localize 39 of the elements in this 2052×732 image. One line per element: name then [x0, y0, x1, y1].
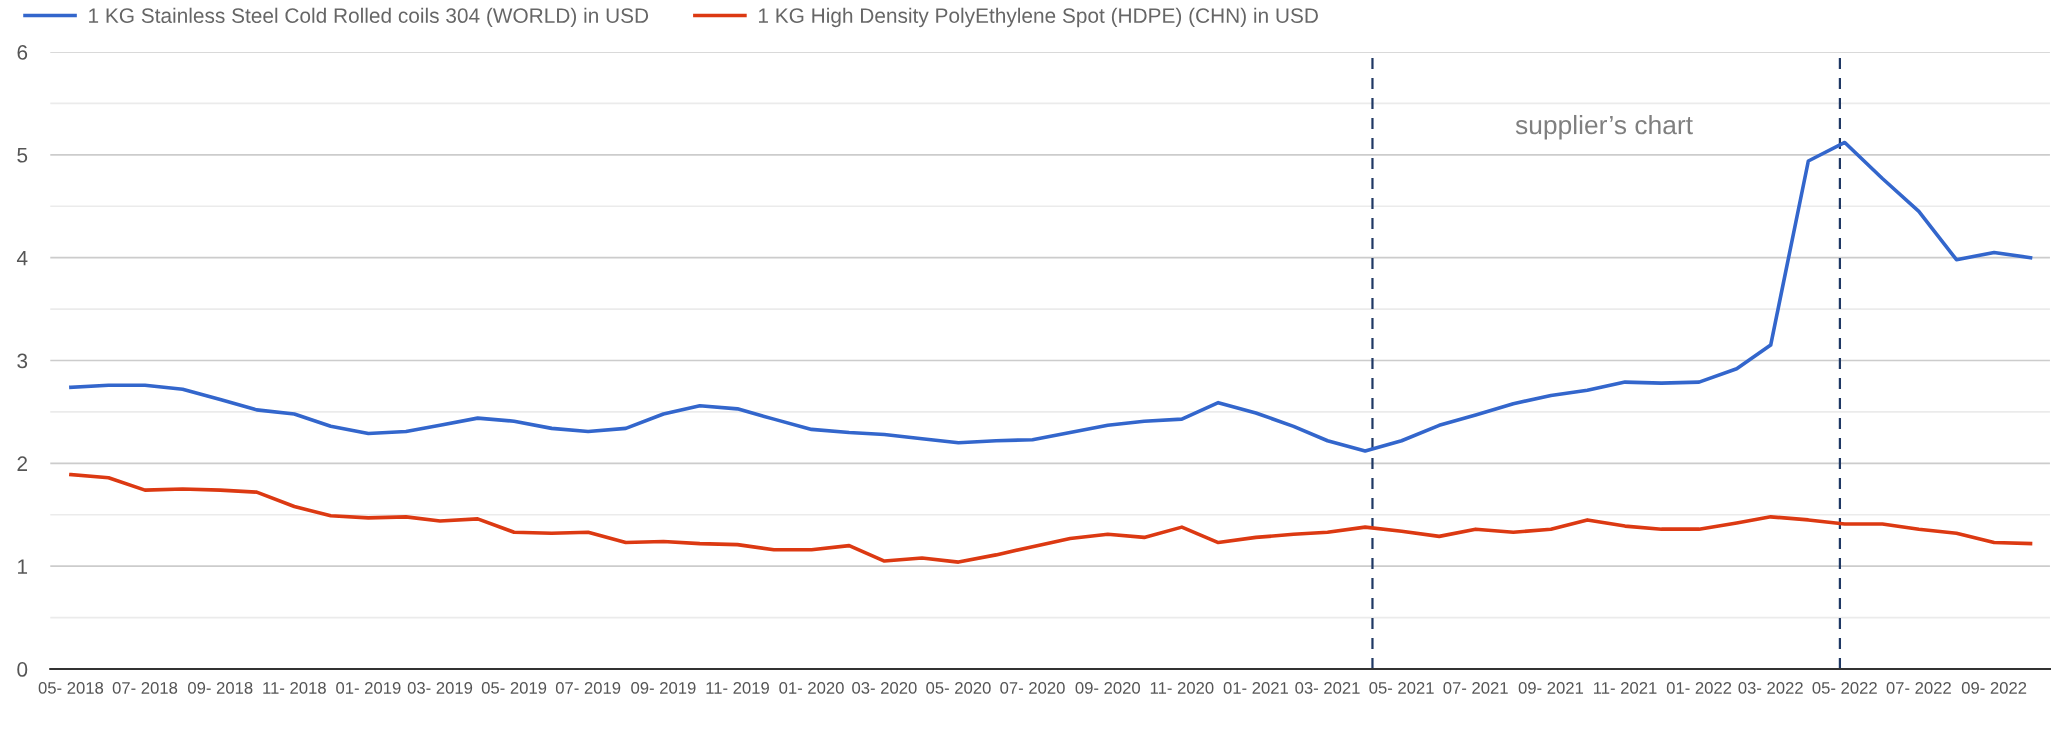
annotation: supplier’s chart: [1515, 114, 1693, 140]
x-tick-label: 05- 2018: [38, 681, 104, 694]
x-tick-label: 01- 2019: [336, 681, 401, 694]
line-series: [69, 140, 2033, 453]
x-tick-label: 01- 2022: [1666, 681, 1732, 694]
x-tick-label: 11- 2019: [706, 681, 769, 694]
x-tick-label: 07- 2018: [112, 681, 178, 694]
x-tick-label: 05- 2020: [926, 681, 991, 694]
x-tick-label: 09- 2022: [1961, 681, 2027, 694]
y-tick-label: 2: [17, 456, 28, 471]
x-tick-label: 09- 2019: [631, 681, 696, 694]
x-tick-label: 03- 2020: [852, 681, 917, 694]
legend-label: 1 KG High Density PolyEthylene Spot (HDPE) (CHN) in USD: [758, 7, 1318, 28]
x-tick-label: 09- 2018: [188, 681, 253, 694]
x-tick-label: 03- 2021: [1295, 681, 1360, 694]
x-tick-label: 07- 2020: [1000, 681, 1065, 694]
x-tick-label: 07- 2019: [555, 681, 621, 694]
x-tick-label: 03- 2022: [1738, 681, 1803, 694]
x-tick-label: 01- 2021: [1223, 681, 1288, 694]
x-tick-label: 11- 2018: [263, 681, 326, 694]
legend-label: 1 KG Stainless Steel Cold Rolled coils 304 (WORLD) in USD: [89, 7, 649, 28]
x-tick-label: 09- 2020: [1075, 681, 1141, 694]
y-tick-label: 6: [17, 44, 28, 60]
x-tick-label: 05- 2021: [1369, 681, 1434, 694]
x-tick-label: 07- 2022: [1886, 681, 1951, 694]
y-tick-label: 0: [17, 662, 28, 677]
x-tick-label: 01- 2020: [779, 681, 844, 694]
y-tick-label: 3: [17, 353, 28, 369]
line-series: [69, 472, 2033, 564]
x-tick-label: 11- 2021: [1593, 681, 1657, 694]
x-tick-label: 05- 2019: [481, 681, 547, 694]
y-tick-label: 5: [17, 148, 28, 163]
y-tick-label: 4: [16, 250, 28, 266]
y-tick-label: 1: [18, 559, 28, 574]
x-tick-label: 03- 2019: [407, 681, 473, 694]
x-tick-label: 07- 2021: [1443, 681, 1508, 694]
x-tick-label: 09- 2021: [1518, 681, 1584, 694]
x-tick-label: 11- 2020: [1150, 681, 1214, 694]
x-tick-label: 05- 2022: [1812, 681, 1877, 694]
